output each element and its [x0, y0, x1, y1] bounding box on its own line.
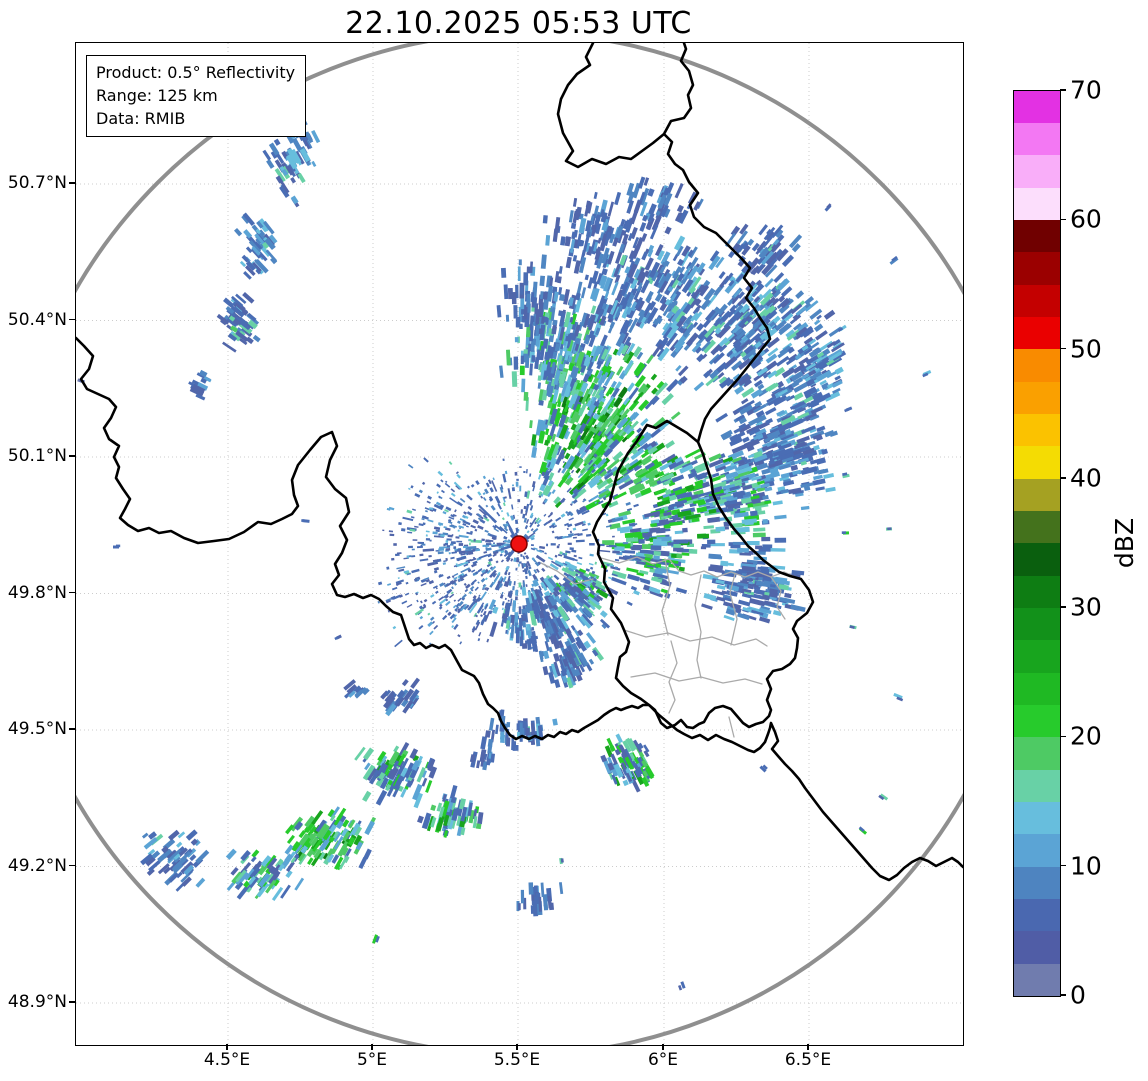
x-tick-label: 4.5°E [203, 1050, 251, 1070]
colorbar-cell [1014, 931, 1060, 964]
colorbar-cell [1014, 737, 1060, 770]
colorbar-cell [1014, 90, 1060, 124]
colorbar-cell [1014, 414, 1060, 447]
y-tick-mark [69, 728, 75, 730]
colorbar-cell [1014, 705, 1060, 738]
y-tick-mark [69, 455, 75, 457]
colorbar-cell [1014, 769, 1060, 803]
colorbar-cell [1014, 963, 1060, 996]
y-tick-mark [69, 591, 75, 594]
colorbar-cell [1014, 866, 1060, 900]
colorbar-tick-mark [1060, 347, 1066, 350]
x-tick-label: 5.5°E [493, 1050, 541, 1070]
y-tick-label: 49.5°N [7, 719, 67, 739]
colorbar-tick-label: 20 [1070, 721, 1102, 751]
colorbar-cell [1014, 834, 1060, 867]
x-tick-mark [371, 1044, 373, 1050]
colorbar-cell [1014, 349, 1060, 382]
plot-title: 22.10.2025 05:53 UTC [345, 6, 692, 41]
colorbar-cell [1014, 317, 1060, 350]
y-tick-mark [69, 182, 75, 184]
colorbar-tick-mark [1060, 606, 1066, 608]
x-tick-label: 6°E [647, 1050, 679, 1070]
colorbar-tick-label: 40 [1070, 463, 1102, 493]
colorbar-cell [1014, 381, 1060, 415]
colorbar-cell [1014, 543, 1060, 576]
colorbar-cell [1014, 575, 1060, 609]
product-line: Product: 0.5° Reflectivity [96, 63, 296, 82]
colorbar-cell [1014, 899, 1060, 932]
y-tick-label: 50.7°N [7, 173, 67, 193]
colorbar-cell [1014, 446, 1060, 479]
colorbar-cell [1014, 155, 1060, 188]
y-tick-label: 49.2°N [7, 855, 67, 876]
colorbar-cell [1014, 802, 1060, 835]
y-tick-mark [69, 1001, 75, 1003]
colorbar-tick-mark [1060, 218, 1066, 221]
colorbar-tick-mark [1060, 994, 1066, 996]
colorbar-tick-mark [1060, 89, 1066, 91]
y-tick-label: 50.1°N [7, 446, 67, 466]
y-tick-mark [69, 318, 75, 321]
colorbar-tick-mark [1060, 864, 1066, 867]
colorbar-cell [1014, 123, 1060, 156]
colorbar-cell [1014, 252, 1060, 285]
range-line: Range: 125 km [96, 86, 218, 106]
y-tick-label: 50.4°N [7, 309, 67, 330]
colorbar-cell [1014, 511, 1060, 544]
colorbar-tick-label: 50 [1070, 334, 1102, 364]
y-tick-label: 49.8°N [7, 582, 67, 603]
radar-map [75, 42, 964, 1046]
product-info-box: Product: 0.5° Reflectivity Range: 125 km… [86, 55, 307, 138]
colorbar-tick-label: 60 [1070, 204, 1102, 234]
x-tick-label: 6.5°E [784, 1050, 832, 1070]
x-tick-mark [226, 1044, 228, 1050]
y-tick-mark [69, 864, 75, 867]
colorbar-cell [1014, 640, 1060, 673]
colorbar-tick-label: 0 [1070, 980, 1086, 1010]
data-source-line: Data: RMIB [96, 109, 186, 129]
x-tick-mark [662, 1044, 664, 1050]
colorbar-label: dBZ [1109, 517, 1139, 569]
y-tick-label: 48.9°N [7, 992, 67, 1012]
colorbar-cell [1014, 478, 1060, 512]
colorbar-cell [1014, 672, 1060, 706]
colorbar-tick-label: 70 [1070, 75, 1102, 105]
x-tick-label: 5°E [356, 1050, 388, 1070]
colorbar-cell [1014, 187, 1060, 221]
colorbar-cell [1014, 284, 1060, 318]
colorbar-cell [1014, 220, 1060, 253]
colorbar-tick-label: 10 [1070, 851, 1102, 881]
x-tick-mark [807, 1044, 809, 1050]
colorbar-tick-mark [1060, 735, 1066, 738]
colorbar-tick-mark [1060, 477, 1066, 479]
colorbar-cell [1014, 608, 1060, 641]
colorbar-tick-label: 30 [1070, 592, 1102, 622]
x-tick-mark [516, 1044, 518, 1050]
colorbar [1013, 90, 1061, 997]
